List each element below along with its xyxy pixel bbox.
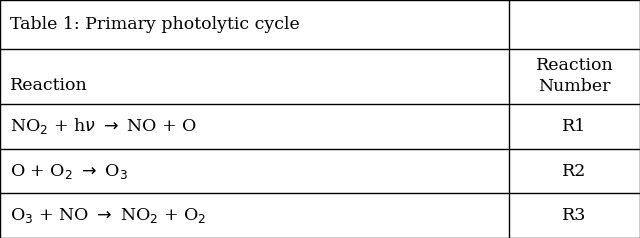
Text: R1: R1 bbox=[563, 118, 586, 135]
Text: O$_3$ + NO $\rightarrow$ NO$_2$ + O$_2$: O$_3$ + NO $\rightarrow$ NO$_2$ + O$_2$ bbox=[10, 206, 206, 225]
Text: R2: R2 bbox=[562, 163, 587, 179]
Text: O + O$_2$ $\rightarrow$ O$_3$: O + O$_2$ $\rightarrow$ O$_3$ bbox=[10, 162, 127, 180]
Text: Table 1: Primary photolytic cycle: Table 1: Primary photolytic cycle bbox=[10, 16, 300, 33]
Text: Reaction
Number: Reaction Number bbox=[536, 57, 613, 95]
Text: NO$_2$ + h$\nu$ $\rightarrow$ NO + O: NO$_2$ + h$\nu$ $\rightarrow$ NO + O bbox=[10, 116, 196, 136]
Text: Reaction: Reaction bbox=[10, 77, 87, 94]
Text: R3: R3 bbox=[562, 207, 587, 224]
